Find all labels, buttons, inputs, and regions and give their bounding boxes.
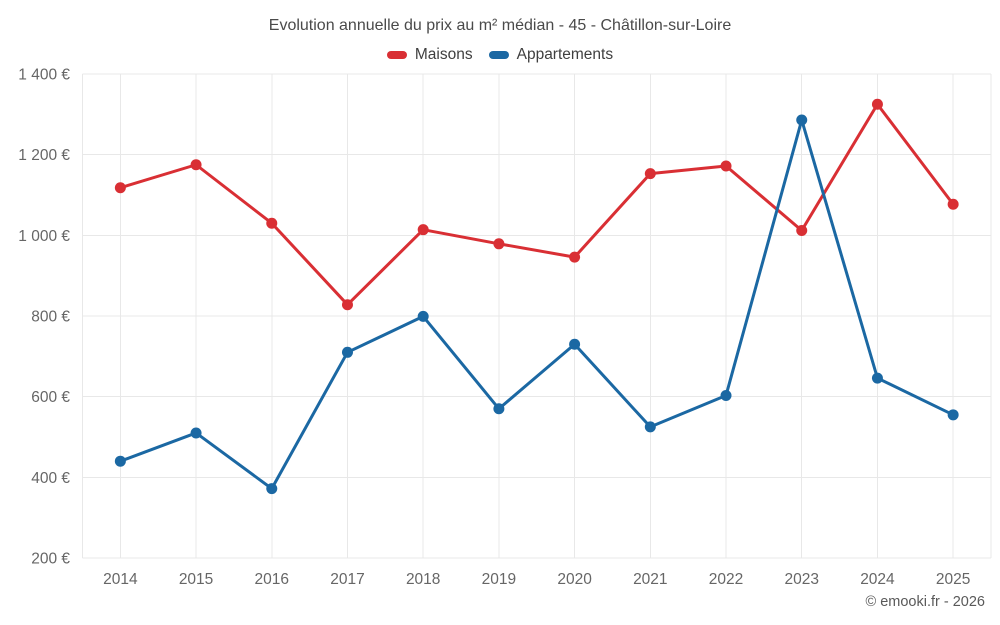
chart-legend: Maisons Appartements — [0, 46, 1000, 64]
x-axis-tick-label: 2023 — [784, 571, 818, 588]
appartements-legend-label: Appartements — [516, 46, 614, 63]
legend-item-appartements[interactable]: Appartements — [488, 46, 614, 64]
y-axis-tick-label: 800 € — [31, 309, 70, 326]
data-point-maisons-2022[interactable] — [720, 160, 732, 172]
data-point-maisons-2024[interactable] — [871, 98, 883, 110]
chart-title: Evolution annuelle du prix au m² médian … — [268, 17, 732, 34]
y-axis-tick-label: 600 € — [31, 389, 70, 406]
x-axis-tick-label: 2016 — [255, 571, 289, 588]
data-point-maisons-2016[interactable] — [266, 217, 278, 229]
data-point-maisons-2023[interactable] — [796, 224, 808, 236]
data-point-maisons-2025[interactable] — [947, 198, 959, 210]
y-axis-tick-label: 1 000 € — [18, 228, 70, 245]
appartements-legend-swatch-icon — [488, 51, 509, 59]
x-axis-tick-label: 2022 — [709, 571, 743, 588]
y-axis-tick-label: 200 € — [31, 551, 70, 568]
attribution-text: © emooki.fr - 2026 — [865, 594, 985, 610]
data-point-maisons-2015[interactable] — [190, 159, 202, 171]
series-line-maisons — [118, 102, 955, 307]
y-axis-tick-label: 1 400 € — [18, 67, 70, 84]
data-point-maisons-2020[interactable] — [569, 251, 581, 263]
y-axis-tick-label: 400 € — [31, 470, 70, 487]
data-point-maisons-2018[interactable] — [417, 224, 429, 236]
data-point-appartements-2019[interactable] — [493, 403, 505, 415]
data-point-appartements-2018[interactable] — [417, 310, 429, 322]
x-axis-tick-label: 2019 — [482, 571, 516, 588]
data-point-appartements-2015[interactable] — [190, 427, 202, 439]
y-axis-tick-label: 1 200 € — [18, 147, 70, 164]
maisons-legend-swatch-icon — [386, 51, 407, 59]
series-line-appartements — [118, 118, 955, 491]
data-point-appartements-2025[interactable] — [947, 409, 959, 421]
data-point-maisons-2014[interactable] — [114, 182, 126, 194]
data-point-appartements-2014[interactable] — [114, 455, 126, 467]
x-axis-tick-label: 2018 — [406, 571, 440, 588]
x-axis-tick-label: 2015 — [179, 571, 213, 588]
x-axis-tick-label: 2025 — [936, 571, 970, 588]
x-axis-tick-label: 2021 — [633, 571, 667, 588]
x-axis-tick-label: 2024 — [860, 571, 895, 588]
x-axis-tick-label: 2017 — [330, 571, 364, 588]
legend-item-maisons[interactable]: Maisons — [386, 46, 473, 64]
maisons-legend-label: Maisons — [414, 46, 473, 63]
data-point-appartements-2023[interactable] — [796, 114, 808, 126]
data-point-maisons-2021[interactable] — [644, 168, 656, 180]
data-point-maisons-2019[interactable] — [493, 238, 505, 250]
data-point-appartements-2017[interactable] — [341, 346, 353, 358]
data-point-maisons-2017[interactable] — [341, 299, 353, 311]
x-axis-tick-label: 2014 — [103, 571, 138, 588]
x-axis-tick-label: 2020 — [557, 571, 592, 588]
data-point-appartements-2020[interactable] — [569, 338, 581, 350]
data-point-appartements-2024[interactable] — [871, 372, 883, 384]
data-point-appartements-2022[interactable] — [720, 389, 732, 401]
data-point-appartements-2021[interactable] — [644, 421, 656, 433]
data-point-appartements-2016[interactable] — [266, 483, 278, 495]
